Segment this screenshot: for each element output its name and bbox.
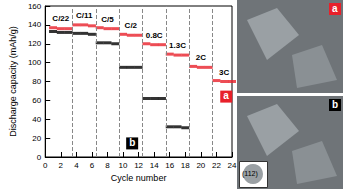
svg-text:140: 140 (28, 20, 42, 29)
svg-text:Cycle number: Cycle number (111, 173, 167, 183)
svg-text:C/5: C/5 (101, 15, 114, 24)
svg-text:80: 80 (32, 77, 41, 86)
svg-text:14: 14 (150, 161, 159, 170)
svg-text:C/2: C/2 (125, 21, 138, 30)
svg-text:12: 12 (134, 161, 143, 170)
svg-text:20: 20 (32, 134, 41, 143)
svg-text:24: 24 (228, 161, 237, 170)
svg-text:0: 0 (43, 161, 48, 170)
svg-text:0: 0 (37, 153, 42, 162)
svg-text:a: a (223, 90, 229, 101)
svg-text:100: 100 (28, 58, 42, 67)
svg-text:C/11: C/11 (76, 11, 93, 20)
svg-text:(112): (112) (242, 170, 258, 178)
svg-text:22: 22 (212, 161, 221, 170)
svg-text:b: b (129, 137, 135, 148)
svg-text:120: 120 (28, 39, 42, 48)
svg-text:6: 6 (90, 161, 95, 170)
svg-text:b: b (332, 99, 338, 110)
svg-text:0.8C: 0.8C (146, 31, 163, 40)
svg-text:4: 4 (74, 161, 79, 170)
svg-text:1.3C: 1.3C (169, 41, 186, 50)
svg-text:a: a (332, 3, 338, 14)
svg-text:40: 40 (32, 115, 41, 124)
svg-text:16: 16 (165, 161, 174, 170)
svg-text:60: 60 (32, 96, 41, 105)
svg-text:10: 10 (119, 161, 128, 170)
svg-text:20: 20 (196, 161, 205, 170)
svg-text:3C: 3C (219, 68, 229, 77)
svg-text:2C: 2C (196, 53, 206, 62)
svg-text:C/22: C/22 (52, 14, 69, 23)
svg-text:Discharge capacity (mAh/g): Discharge capacity (mAh/g) (8, 26, 18, 137)
svg-text:2: 2 (59, 161, 64, 170)
svg-text:8: 8 (105, 161, 110, 170)
svg-text:160: 160 (28, 2, 42, 11)
svg-text:18: 18 (181, 161, 190, 170)
